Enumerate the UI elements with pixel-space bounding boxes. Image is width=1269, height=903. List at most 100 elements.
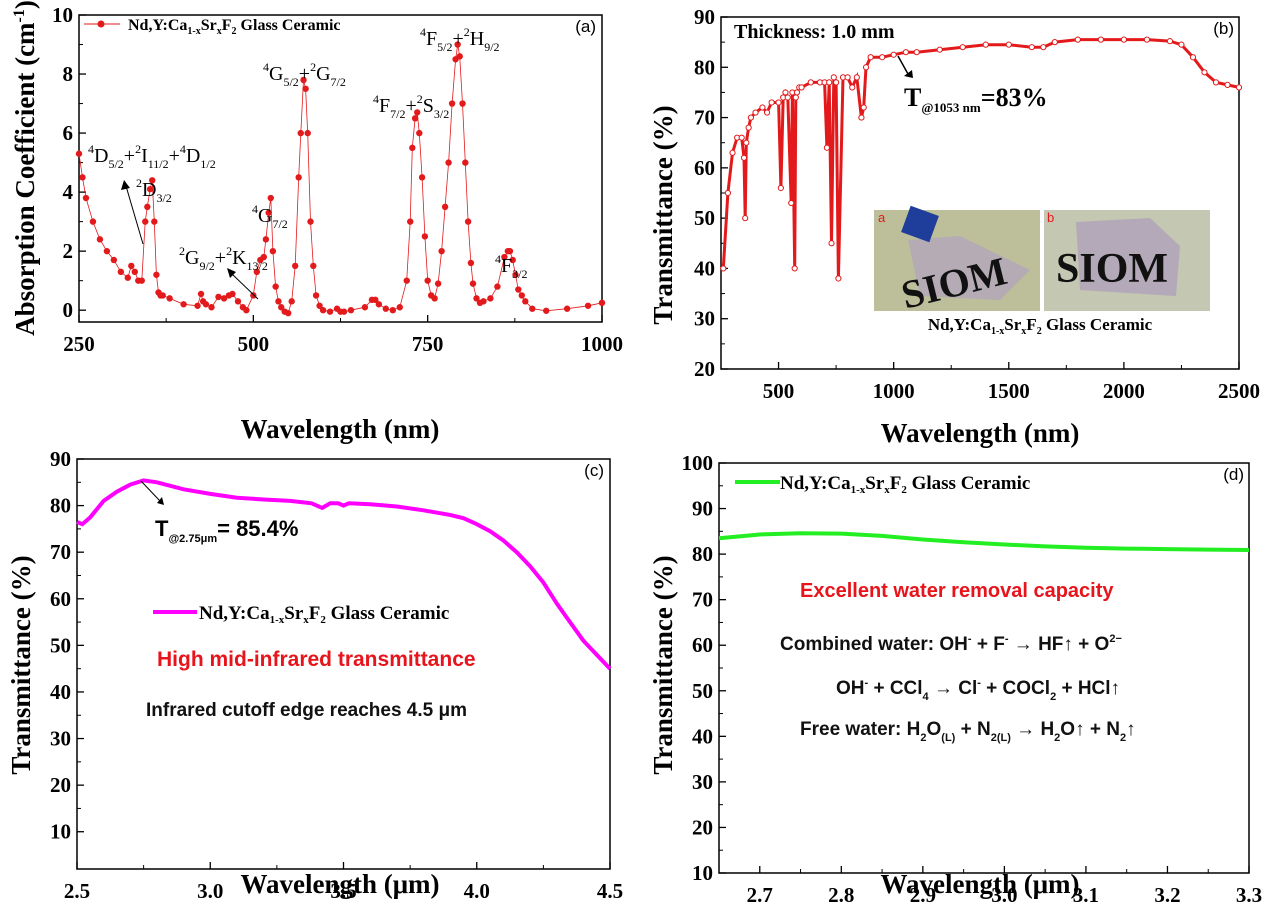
- data-point: [250, 292, 257, 299]
- x-axis-label: Wavelength (μm): [240, 869, 439, 899]
- data-point: [361, 304, 369, 311]
- y-tick-label: 6: [63, 121, 74, 145]
- inset-photo-a: a SIOM: [874, 205, 1040, 318]
- free-water-equation: Free water: H2O(L) + N2(L) → H2O↑ + N2↑: [800, 719, 1136, 744]
- transmittance-series-line: [76, 478, 612, 671]
- data-point: [454, 41, 461, 48]
- data-point: [598, 299, 606, 307]
- data-point: [1005, 41, 1012, 48]
- y-tick-label: 80: [50, 494, 71, 518]
- data-point: [124, 274, 132, 281]
- data-point: [110, 256, 118, 264]
- data-point: [529, 305, 536, 312]
- legend-label: Nd,Y:Ca1-xSrxF2 Glass Ceramic: [780, 473, 1030, 496]
- y-axis-label: Transmittance (%): [648, 105, 678, 324]
- y-tick-label: 30: [50, 727, 71, 751]
- red-note: Excellent water removal capacity: [800, 580, 1114, 602]
- data-point: [743, 139, 750, 146]
- annotation-arrow: [897, 55, 909, 75]
- ccl4-equation: OH- + CCl4 → Cl- + COCl2 + HCl↑: [836, 677, 1120, 703]
- data-point: [835, 275, 842, 282]
- legend: Nd,Y:Ca1-xSrxF2 Glass Ceramic: [84, 17, 341, 37]
- data-point: [295, 174, 302, 181]
- data-point: [96, 236, 104, 243]
- data-point: [418, 174, 426, 181]
- data-point: [1040, 44, 1047, 51]
- data-point: [826, 79, 833, 86]
- data-point: [340, 308, 348, 315]
- data-point: [858, 114, 865, 121]
- data-point: [1224, 81, 1231, 88]
- red-note: High mid-infrared transmittance: [157, 648, 476, 671]
- legend: Nd,Y:Ca1-xSrxF2 Glass Ceramic: [153, 603, 449, 626]
- data-point: [1097, 36, 1104, 43]
- data-point: [724, 189, 732, 197]
- data-point: [215, 293, 222, 301]
- data-point: [275, 298, 282, 305]
- data-point: [784, 94, 791, 101]
- y-axis-label: Transmittance (%): [6, 555, 36, 774]
- y-tick-label: 8: [63, 62, 74, 86]
- x-tick-label: 3.2: [1154, 883, 1180, 903]
- data-point: [584, 302, 592, 309]
- data-point: [860, 104, 867, 111]
- y-tick-label: 80: [692, 542, 713, 566]
- data-point: [501, 253, 508, 261]
- data-point: [745, 124, 752, 131]
- data-point: [902, 49, 909, 56]
- data-point: [202, 301, 210, 308]
- data-point: [464, 218, 472, 225]
- annotation-arrow: [140, 480, 161, 502]
- data-point: [253, 268, 261, 276]
- data-point: [234, 298, 242, 305]
- data-point: [720, 265, 727, 272]
- data-point: [747, 114, 755, 121]
- x-axis-label: Wavelength (nm): [881, 418, 1080, 448]
- data-point: [434, 280, 442, 287]
- y-tick-label: 20: [692, 815, 713, 839]
- x-tick-label: 3.0: [991, 883, 1017, 903]
- data-point: [793, 89, 801, 96]
- data-point: [763, 109, 771, 116]
- y-tick-label: 90: [50, 447, 71, 471]
- y-tick-label: 4: [63, 180, 74, 204]
- data-point: [310, 262, 317, 270]
- data-point: [849, 84, 856, 91]
- data-point: [1166, 38, 1174, 45]
- transition-label: 2D3/2: [136, 176, 172, 205]
- data-point: [288, 298, 295, 305]
- panel-label: (d): [1223, 465, 1244, 484]
- data-point: [1120, 36, 1127, 43]
- data-point: [278, 304, 285, 311]
- data-point: [438, 247, 445, 255]
- y-tick-label: 60: [692, 633, 713, 657]
- x-tick-label: 3.3: [1236, 883, 1262, 903]
- y-tick-label: 70: [692, 588, 713, 612]
- data-point: [75, 150, 83, 157]
- y-tick-label: 2: [63, 239, 74, 263]
- data-point: [518, 292, 526, 299]
- data-point: [469, 280, 477, 287]
- data-point: [1212, 79, 1220, 86]
- x-axis-label: Wavelength (μm): [880, 869, 1079, 899]
- data-point: [563, 305, 571, 312]
- data-point: [1051, 39, 1058, 46]
- inset-caption: Nd,Y:Ca1-xSrxF2 Glass Ceramic: [928, 315, 1153, 337]
- t-1053-annotation: T@1053 nm=83%: [904, 83, 1048, 115]
- data-point: [936, 46, 943, 53]
- data-point: [382, 305, 390, 312]
- data-point: [421, 233, 429, 240]
- data-point: [307, 218, 314, 225]
- x-tick-label: 4.0: [464, 879, 490, 903]
- data-point: [828, 240, 835, 247]
- data-point: [272, 283, 279, 290]
- x-tick-label: 3.1: [1073, 883, 1099, 903]
- data-point: [424, 277, 431, 284]
- data-point: [742, 215, 749, 222]
- data-point: [1143, 36, 1151, 43]
- data-point: [260, 253, 267, 261]
- t-275-annotation: T@2.75μm= 85.4%: [155, 516, 298, 545]
- data-point: [407, 218, 414, 225]
- y-tick-label: 70: [694, 106, 715, 130]
- data-point: [326, 308, 334, 315]
